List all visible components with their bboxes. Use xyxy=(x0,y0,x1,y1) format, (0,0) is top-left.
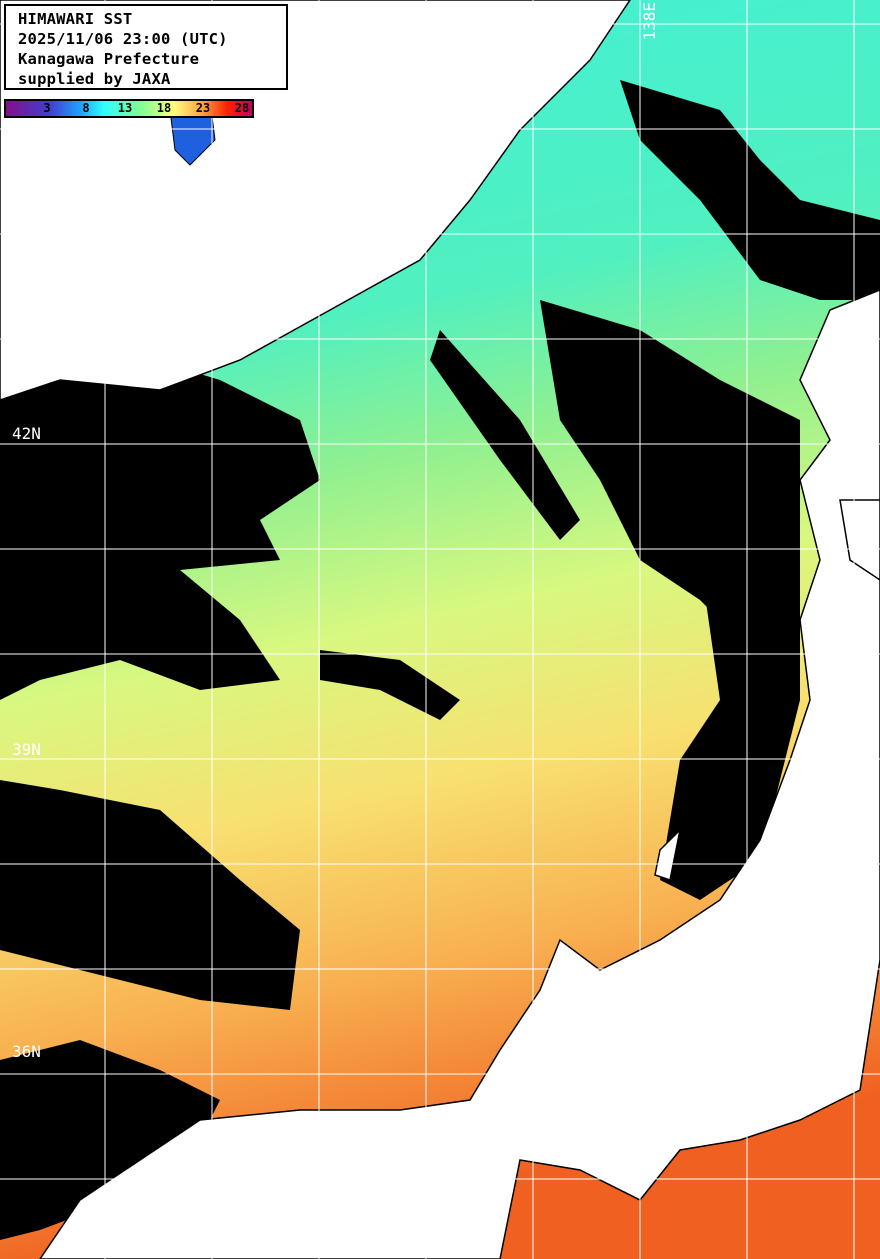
scale-tick: 3 xyxy=(43,101,51,115)
cloud-mask xyxy=(0,80,880,1240)
datetime-line: 2025/11/06 23:00 (UTC) xyxy=(18,30,228,48)
scale-tick: 18 xyxy=(156,101,172,115)
region-line: Kanagawa Prefecture xyxy=(18,50,200,68)
scale-tick: 13 xyxy=(117,101,133,115)
lat-label: 42N xyxy=(12,424,41,443)
scale-tick: 8 xyxy=(82,101,90,115)
lon-label: 138E xyxy=(640,2,659,41)
scale-tick: 28 xyxy=(234,101,250,115)
title-line: HIMAWARI SST xyxy=(18,10,133,28)
scale-tick: 23 xyxy=(195,101,211,115)
lat-label: 39N xyxy=(12,740,41,759)
lat-label: 36N xyxy=(12,1042,41,1061)
title-box: HIMAWARI SST 2025/11/06 23:00 (UTC) Kana… xyxy=(4,4,288,90)
credit-line: supplied by JAXA xyxy=(18,70,171,88)
color-scale-bar: 3 8 13 18 23 28 xyxy=(4,99,254,118)
